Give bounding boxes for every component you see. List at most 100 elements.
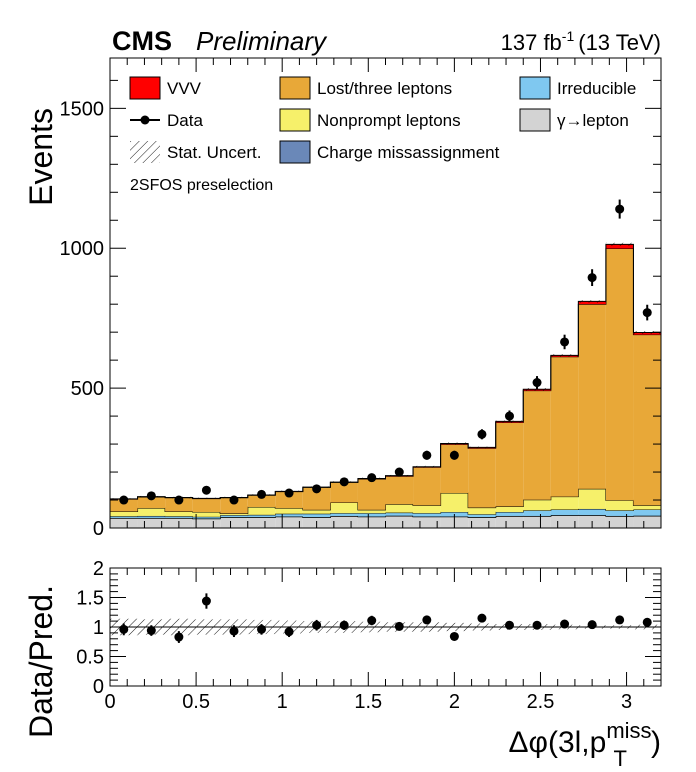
legend-label-charge: Charge missassignment xyxy=(317,143,500,162)
stack-bar-4-14 xyxy=(495,422,524,507)
stack-bar-0-14 xyxy=(495,516,524,528)
ratio-point-9 xyxy=(367,616,377,626)
legend-swatch-gamma xyxy=(519,108,551,132)
stack-bar-0-9 xyxy=(357,516,386,528)
data-point-7 xyxy=(312,484,322,494)
stack-bar-3-4 xyxy=(220,513,248,516)
stack-bar-4-15 xyxy=(523,390,551,500)
stack-bar-3-3 xyxy=(192,512,221,517)
stack-bar-5-18 xyxy=(605,244,634,249)
stack-bar-3-17 xyxy=(578,488,606,509)
stack-bar-4-10 xyxy=(385,476,414,505)
stack-bar-0-15 xyxy=(523,516,551,528)
ratio-point-5 xyxy=(257,624,267,634)
stack-bar-2-6 xyxy=(275,513,303,517)
legend-label-vvv: VVV xyxy=(167,79,202,98)
ratio-point-6 xyxy=(284,627,294,637)
legend-label-lost: Lost/three leptons xyxy=(317,79,452,98)
stack-bar-3-10 xyxy=(385,504,414,513)
stack-bar-2-7 xyxy=(302,513,331,518)
stack-bar-4-18 xyxy=(605,248,634,501)
stack-bar-2-0 xyxy=(110,516,138,518)
stack-bar-5-17 xyxy=(578,301,606,305)
ratio-point-17 xyxy=(587,620,597,630)
stack-bar-0-4 xyxy=(220,517,248,528)
data-point-1 xyxy=(146,491,156,501)
stack-bar-0-5 xyxy=(247,517,276,528)
stack-bar-2-9 xyxy=(357,513,386,517)
data-point-9 xyxy=(367,473,377,483)
stack-bar-2-5 xyxy=(247,514,276,518)
ratio-point-0 xyxy=(119,624,129,634)
stack-bar-4-3 xyxy=(192,498,221,513)
data-point-11 xyxy=(422,450,432,460)
stack-bar-0-16 xyxy=(550,515,579,528)
ratio-point-8 xyxy=(339,620,349,630)
ratio-point-14 xyxy=(504,620,514,630)
stack-bar-3-11 xyxy=(413,505,441,514)
stack-bar-3-0 xyxy=(110,511,138,517)
ratio-point-2 xyxy=(174,632,184,642)
stack-bar-3-19 xyxy=(633,505,661,510)
ratio-y-tick-label: 0 xyxy=(93,676,104,698)
data-point-0 xyxy=(119,495,129,505)
stack-bar-4-4 xyxy=(220,497,248,514)
legend-swatch-np xyxy=(279,108,311,132)
uncert-hatch-12 xyxy=(440,442,469,445)
stack-bar-2-3 xyxy=(192,516,221,519)
x-tick-label: 0 xyxy=(104,691,115,713)
upper-y-axis-label: Events xyxy=(23,108,59,206)
lumi-exponent: -1 xyxy=(562,28,575,44)
stack-bar-2-4 xyxy=(220,515,248,518)
ratio-point-4 xyxy=(229,626,239,636)
stack-bar-4-1 xyxy=(137,496,166,509)
stack-bar-2-13 xyxy=(468,514,496,518)
stack-bar-3-16 xyxy=(550,496,579,510)
stack-bar-2-18 xyxy=(605,510,634,516)
x-tick-label: 1.5 xyxy=(354,691,382,713)
x-axis-label-main: Δφ(3l,p xyxy=(508,726,606,759)
legend-swatch-lost xyxy=(279,76,311,100)
uncert-hatch-3 xyxy=(192,497,221,500)
stack-bar-4-6 xyxy=(275,491,303,509)
legend-label-gamma: γ→lepton xyxy=(557,111,629,130)
preliminary-label: Preliminary xyxy=(196,26,328,56)
ratio-point-1 xyxy=(146,626,156,636)
stack-bar-4-8 xyxy=(330,482,358,503)
uncert-hatch-18 xyxy=(605,242,634,246)
stack-bar-3-18 xyxy=(605,500,634,511)
x-tick-label: 1 xyxy=(277,691,288,713)
uncert-hatch-17 xyxy=(578,300,606,303)
x-tick-label: 3 xyxy=(621,691,632,713)
stack-bar-3-2 xyxy=(165,511,193,517)
legend-label-irr: Irreducible xyxy=(557,79,636,98)
data-point-10 xyxy=(394,467,404,477)
stack-bar-4-11 xyxy=(413,467,441,506)
stack-bar-3-6 xyxy=(275,508,303,514)
region-label: 2SFOS preselection xyxy=(130,177,273,194)
legend-hatch-stat xyxy=(130,141,160,163)
x-axis-label-close: ) xyxy=(651,726,661,759)
stack-bar-4-17 xyxy=(578,304,606,489)
stack-bar-2-16 xyxy=(550,509,579,516)
ratio-y-tick-label: 0.5 xyxy=(76,647,104,669)
stack-bar-4-13 xyxy=(468,448,496,508)
stack-bar-3-13 xyxy=(468,507,496,515)
legend-swatch-irr xyxy=(519,76,551,100)
ratio-point-10 xyxy=(394,621,404,631)
ratio-axes: 0 0.5 1 1.5 2 2.5 300.511.52 xyxy=(76,558,662,713)
uncert-hatch-11 xyxy=(413,465,441,468)
ratio-point-18 xyxy=(615,615,625,625)
legend-marker-data xyxy=(140,115,150,125)
cms-label: CMS xyxy=(112,26,172,56)
stack-bar-3-1 xyxy=(137,508,166,516)
uncert-hatch-16 xyxy=(550,354,579,357)
legend-swatch-charge xyxy=(279,140,311,164)
x-tick-label: 2 xyxy=(449,691,460,713)
stack-bar-2-11 xyxy=(413,513,441,517)
stack-bar-0-1 xyxy=(137,518,166,528)
data-point-16 xyxy=(560,337,570,347)
ratio-point-7 xyxy=(312,620,322,630)
stack-bar-2-19 xyxy=(633,509,661,516)
